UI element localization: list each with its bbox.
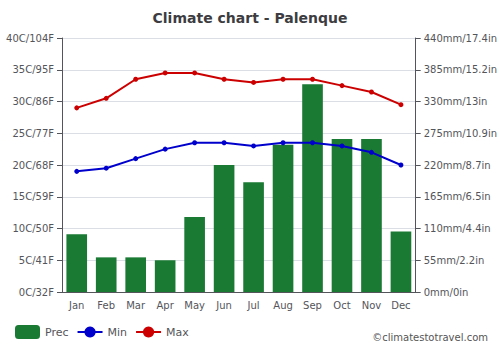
svg-text:25C/77F: 25C/77F (12, 128, 54, 139)
svg-text:165mm/6.5in: 165mm/6.5in (424, 191, 491, 202)
svg-text:40C/104F: 40C/104F (6, 33, 54, 44)
svg-text:15C/59F: 15C/59F (12, 191, 54, 202)
svg-text:Climate chart - Palenque: Climate chart - Palenque (153, 10, 348, 26)
svg-text:Max: Max (166, 326, 189, 339)
svg-text:©climatestotravel.com: ©climatestotravel.com (372, 332, 488, 343)
svg-text:440mm/17.4in: 440mm/17.4in (424, 33, 497, 44)
svg-text:0C/32F: 0C/32F (19, 287, 54, 298)
svg-text:Mar: Mar (126, 300, 146, 311)
svg-text:Min: Min (108, 326, 128, 339)
svg-text:35C/95F: 35C/95F (12, 64, 54, 75)
svg-text:5C/41F: 5C/41F (19, 255, 54, 266)
svg-text:220mm/8.7in: 220mm/8.7in (424, 160, 491, 171)
svg-text:30C/86F: 30C/86F (12, 96, 54, 107)
svg-text:Aug: Aug (273, 300, 293, 311)
svg-text:Apr: Apr (157, 300, 175, 311)
svg-text:20C/68F: 20C/68F (12, 160, 54, 171)
svg-text:0mm/0in: 0mm/0in (424, 287, 469, 298)
svg-text:Sep: Sep (303, 300, 322, 311)
svg-text:May: May (184, 300, 205, 311)
svg-text:Feb: Feb (97, 300, 115, 311)
svg-text:Nov: Nov (362, 300, 382, 311)
svg-text:Oct: Oct (333, 300, 350, 311)
svg-text:Jul: Jul (247, 300, 260, 311)
svg-text:Jun: Jun (215, 300, 232, 311)
svg-text:385mm/15.2in: 385mm/15.2in (424, 64, 497, 75)
svg-text:110mm/4.4in: 110mm/4.4in (424, 223, 491, 234)
svg-text:275mm/10.9in: 275mm/10.9in (424, 128, 497, 139)
svg-text:Dec: Dec (391, 300, 410, 311)
svg-text:10C/50F: 10C/50F (12, 223, 54, 234)
svg-text:55mm/2.2in: 55mm/2.2in (424, 255, 485, 266)
svg-text:Jan: Jan (68, 300, 84, 311)
svg-text:Prec: Prec (45, 326, 69, 339)
svg-text:330mm/13in: 330mm/13in (424, 96, 488, 107)
